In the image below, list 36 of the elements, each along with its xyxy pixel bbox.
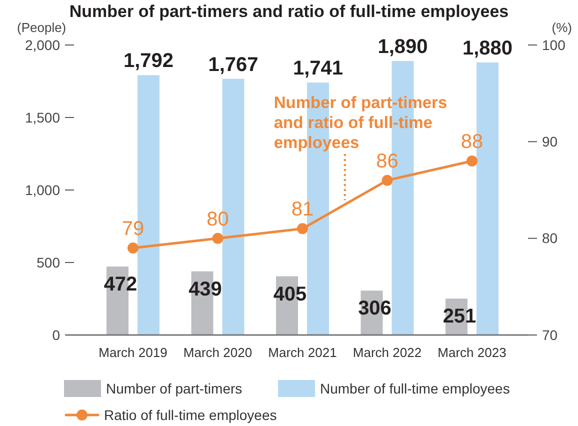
y2-tick-label: 80 xyxy=(542,230,558,246)
x-tick-label: March 2022 xyxy=(352,345,422,360)
y-tick-label: 500 xyxy=(36,254,60,270)
y-tick-label: 1,000 xyxy=(24,182,60,198)
y-tick-label: 0 xyxy=(52,326,60,343)
y2-tick-label: 90 xyxy=(542,134,558,150)
data-label: 81 xyxy=(291,198,314,221)
data-label: 1,890 xyxy=(378,36,428,58)
data-label: 251 xyxy=(442,306,476,328)
legend-label: Ratio of full-time employees xyxy=(104,406,277,423)
x-tick-label: March 2019 xyxy=(98,345,168,360)
data-label: 1,767 xyxy=(208,54,258,76)
data-label: 1,741 xyxy=(292,58,344,80)
data-label: 88 xyxy=(460,131,484,153)
y-axis-title: (People) xyxy=(17,20,66,35)
y-tick-label: 2,000 xyxy=(24,36,60,53)
data-label: 1,880 xyxy=(462,37,513,60)
x-tick-label: March 2021 xyxy=(268,345,337,360)
chart-title: Number of part-timers and ratio of full-time employees xyxy=(69,2,509,21)
x-tick-label: March 2023 xyxy=(438,345,506,360)
data-label: 472 xyxy=(104,274,138,296)
data-label: 86 xyxy=(376,150,398,172)
y2-tick-label: 70 xyxy=(542,326,558,343)
x-tick-label: March 2020 xyxy=(183,345,252,360)
legend-label: Number of part-timers xyxy=(106,380,242,396)
y2-tick-label: 100 xyxy=(542,36,566,53)
y2-axis-title: (%) xyxy=(552,20,572,35)
y-tick-label: 1,500 xyxy=(24,109,60,126)
data-label: 79 xyxy=(122,218,144,240)
data-label: 80 xyxy=(206,208,229,230)
data-label: 439 xyxy=(188,278,222,300)
data-label: 306 xyxy=(358,298,392,320)
annotation: Number of part-timers and ratio of full-time employees xyxy=(274,94,448,152)
data-label: 1,792 xyxy=(123,50,174,72)
legend-label: Number of full-time employees xyxy=(320,380,510,396)
data-label: 405 xyxy=(273,283,307,306)
